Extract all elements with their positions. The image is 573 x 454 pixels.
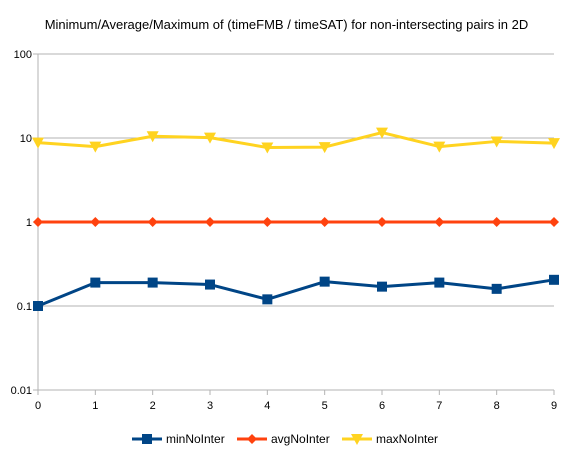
data-point-minNoInter	[434, 277, 445, 288]
x-tick-label: 3	[207, 400, 213, 412]
data-point-avgNoInter	[147, 217, 158, 227]
data-point-maxNoInter	[146, 131, 159, 143]
y-tick-label: 100	[14, 49, 32, 61]
legend-label: maxNoInter	[376, 432, 438, 446]
series-line-minNoInter	[37, 278, 555, 308]
x-tick-label: 1	[92, 400, 98, 412]
data-point-avgNoInter	[90, 217, 101, 227]
legend-swatch-marker	[351, 434, 363, 445]
data-point-minNoInter	[147, 277, 158, 288]
series-avgNoInter	[33, 217, 559, 227]
y-tick-label: 1	[26, 217, 32, 229]
y-tick-label: 10	[20, 133, 32, 145]
data-point-maxNoInter	[548, 138, 560, 150]
series-minNoInter	[33, 274, 559, 311]
data-point-minNoInter	[262, 294, 273, 305]
data-point-maxNoInter	[204, 132, 216, 144]
data-point-avgNoInter	[262, 217, 273, 227]
series-maxNoInter	[32, 127, 560, 154]
data-point-maxNoInter	[490, 136, 503, 148]
legend-entry-minNoInter: minNoInter	[132, 432, 225, 446]
legend-swatch-marker	[247, 434, 257, 444]
x-tick-label: 6	[379, 400, 385, 412]
series-layer	[32, 127, 560, 311]
data-point-maxNoInter	[376, 127, 388, 139]
data-point-maxNoInter	[433, 141, 446, 153]
legend-entry-maxNoInter: maxNoInter	[342, 432, 438, 446]
y-tick-label: 0.1	[17, 301, 32, 313]
data-point-maxNoInter	[261, 142, 274, 154]
x-tick-label: 2	[150, 400, 156, 412]
data-point-minNoInter	[377, 281, 387, 292]
data-point-minNoInter	[90, 277, 101, 288]
data-point-minNoInter	[549, 274, 559, 285]
x-tick-label: 7	[436, 400, 442, 412]
x-tick-label: 9	[551, 400, 557, 412]
chart-title: Minimum/Average/Maximum of (timeFMB / ti…	[44, 17, 529, 32]
legend-label: minNoInter	[166, 432, 225, 446]
data-point-avgNoInter	[319, 217, 330, 227]
data-point-avgNoInter	[33, 217, 43, 227]
legend-label: avgNoInter	[271, 432, 330, 446]
data-point-avgNoInter	[549, 217, 559, 227]
axes: 0.01 0.1 1 10 100 0 1 2 3 4 5 6 7 8 9	[11, 49, 557, 412]
legend-entry-avgNoInter: avgNoInter	[237, 432, 330, 446]
data-point-avgNoInter	[205, 217, 215, 227]
data-point-maxNoInter	[89, 141, 102, 153]
y-tick-label: 0.01	[11, 385, 32, 397]
data-point-minNoInter	[33, 301, 43, 311]
data-point-maxNoInter	[318, 142, 331, 154]
data-point-avgNoInter	[377, 217, 387, 227]
data-point-maxNoInter	[32, 137, 44, 149]
series-line-maxNoInter	[37, 131, 555, 150]
x-tick-label: 8	[494, 400, 500, 412]
data-point-avgNoInter	[491, 217, 502, 227]
x-tick-label: 4	[264, 400, 270, 412]
legend-swatch-marker	[142, 434, 152, 444]
data-point-avgNoInter	[434, 217, 445, 227]
x-tick-label: 5	[322, 400, 328, 412]
legend: minNoInter avgNoInter maxNoInter	[132, 432, 438, 446]
data-point-minNoInter	[205, 279, 215, 290]
x-tick-label: 0	[35, 400, 41, 412]
data-point-minNoInter	[491, 283, 502, 294]
data-point-minNoInter	[319, 276, 330, 287]
